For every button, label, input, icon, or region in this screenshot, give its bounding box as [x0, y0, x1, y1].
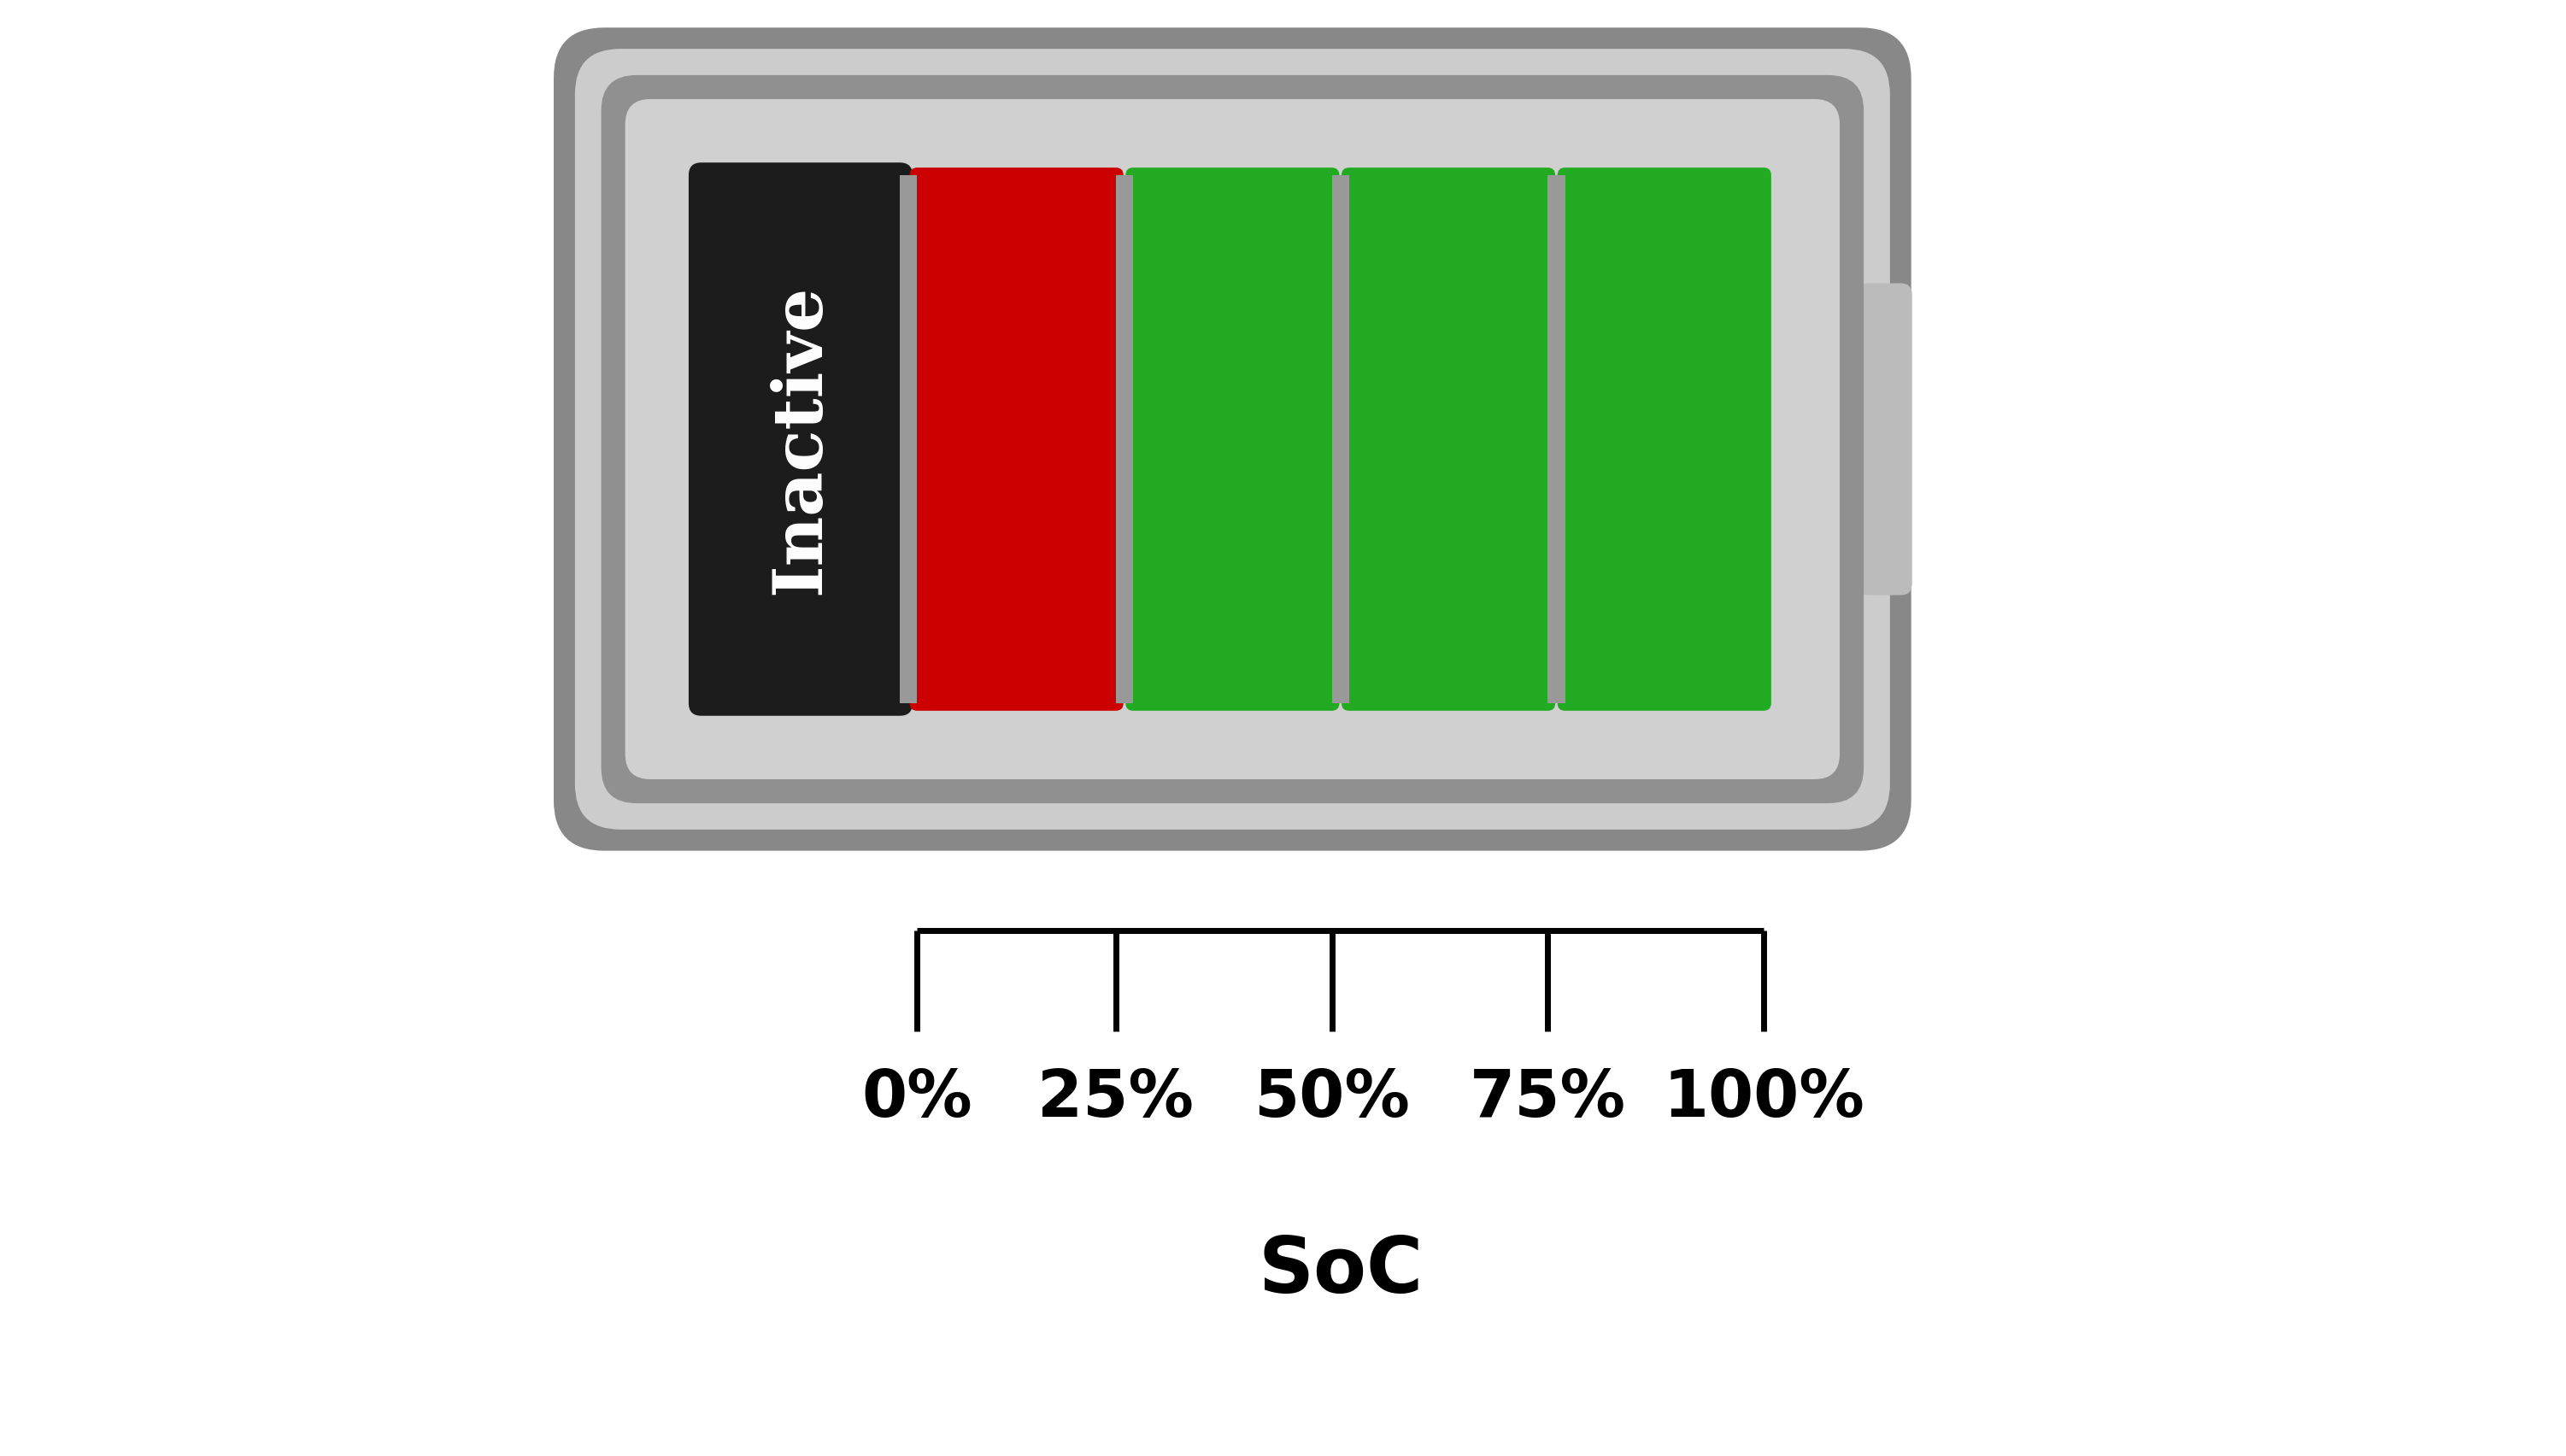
- Text: 25%: 25%: [1037, 1067, 1193, 1131]
- Text: 0%: 0%: [862, 1067, 973, 1131]
- Bar: [1332, 175, 1350, 703]
- Text: SoC: SoC: [1257, 1233, 1424, 1309]
- Text: 50%: 50%: [1255, 1067, 1409, 1131]
- FancyBboxPatch shape: [1126, 167, 1339, 711]
- FancyBboxPatch shape: [554, 28, 1912, 850]
- FancyBboxPatch shape: [1342, 167, 1555, 711]
- Text: 75%: 75%: [1470, 1067, 1627, 1131]
- FancyBboxPatch shape: [575, 50, 1891, 830]
- Bar: [901, 175, 916, 703]
- FancyBboxPatch shape: [1858, 284, 1912, 596]
- Bar: [1116, 175, 1134, 703]
- FancyBboxPatch shape: [1558, 167, 1771, 711]
- FancyBboxPatch shape: [600, 76, 1863, 804]
- FancyBboxPatch shape: [688, 163, 913, 716]
- Text: 100%: 100%: [1663, 1067, 1865, 1131]
- Bar: [1547, 175, 1565, 703]
- FancyBboxPatch shape: [908, 167, 1124, 711]
- FancyBboxPatch shape: [626, 99, 1840, 779]
- Text: Inactive: Inactive: [767, 284, 834, 594]
